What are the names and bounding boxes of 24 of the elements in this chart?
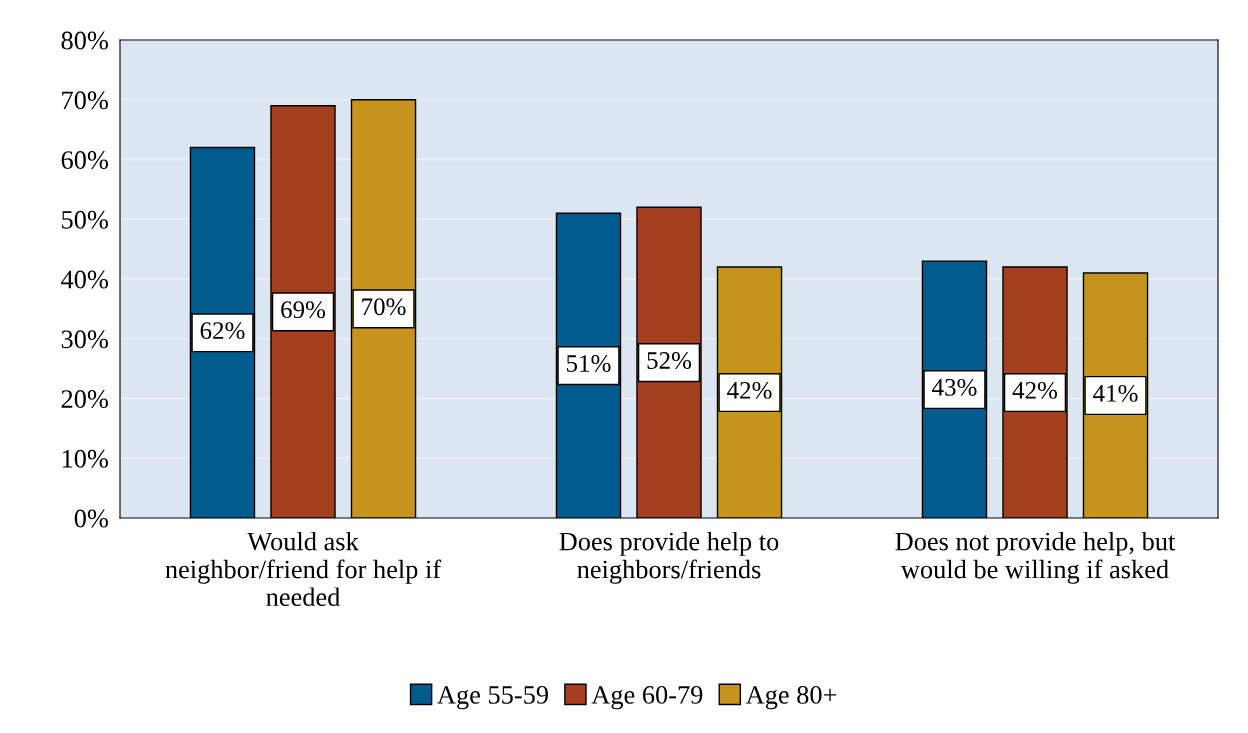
y-tick-label: 10% — [62, 449, 108, 468]
data-label: 43% — [932, 378, 977, 396]
legend-label: Age 60-79 — [591, 686, 703, 710]
data-label: 62% — [200, 322, 245, 340]
y-tick-label: 20% — [61, 390, 108, 408]
y-tick-label: 70% — [62, 91, 108, 110]
data-label: 41% — [1093, 384, 1138, 402]
data-label: 52% — [647, 352, 692, 369]
x-tick-label: Does not provide help, but would be willing if asked — [895, 531, 1176, 584]
x-tick-label: Does provide help to neighbors/friends — [559, 531, 779, 584]
y-tick-label: 0% — [74, 509, 108, 528]
data-label: 42% — [1012, 381, 1058, 399]
y-tick-label: 80% — [61, 31, 108, 50]
data-label: 70% — [362, 298, 406, 316]
legend-label: Age 80+ — [745, 686, 837, 710]
data-label: 42% — [727, 381, 772, 399]
y-tick-label: 30% — [61, 330, 108, 349]
y-tick-label: 60% — [61, 151, 108, 169]
data-label: 51% — [567, 355, 611, 372]
y-tick-label: 40% — [61, 270, 108, 289]
legend-label: Age 55-59 — [437, 686, 548, 710]
data-label: 69% — [281, 301, 326, 319]
x-tick-label: Would ask neighbor/friend for help if needed — [165, 531, 442, 607]
y-tick-label: 50% — [62, 210, 108, 229]
